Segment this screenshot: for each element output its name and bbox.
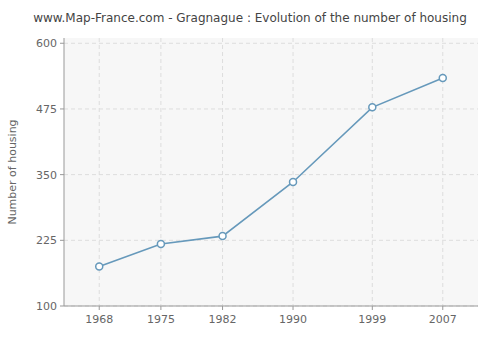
y-grid-line (64, 174, 478, 175)
x-tick-label: 1968 (85, 313, 113, 326)
x-tick-label: 2007 (429, 313, 457, 326)
x-axis-line (64, 306, 478, 307)
point (290, 178, 297, 185)
point (219, 233, 226, 240)
y-grid-line (64, 108, 478, 109)
x-tick (372, 306, 373, 310)
x-grid-line (372, 38, 373, 306)
y-tick-label: 225 (36, 234, 57, 247)
plot-area (64, 38, 478, 306)
x-grid-line (160, 38, 161, 306)
grid (64, 38, 478, 306)
y-tick-label: 600 (36, 37, 57, 50)
y-tick-label: 350 (36, 169, 57, 182)
axes: 100 225 350 475 600 1968 1975 1982 1990 1999 2007 (36, 37, 478, 326)
x-grid-line (293, 38, 294, 306)
point (369, 104, 376, 111)
x-tick-label: 1975 (147, 313, 175, 326)
y-axis-label: Number of housing (6, 119, 19, 224)
series (96, 74, 447, 270)
chart: 100 225 350 475 600 1968 1975 1982 1990 1999 2007 w… (0, 0, 500, 340)
point (96, 263, 103, 270)
y-grid-line (64, 306, 478, 307)
y-tick-label: 100 (36, 300, 57, 313)
x-tick (222, 306, 223, 310)
chart-container: 100 225 350 475 600 1968 1975 1982 1990 1999 2007 w… (0, 0, 500, 340)
x-grid-line (222, 38, 223, 306)
y-tick (60, 306, 64, 307)
x-tick-label: 1990 (279, 313, 307, 326)
y-tick (60, 240, 64, 241)
x-tick-label: 1999 (358, 313, 386, 326)
title: www.Map-France.com - Gragnague : Evoluti… (33, 11, 467, 25)
y-tick (60, 108, 64, 109)
x-tick (293, 306, 294, 310)
y-grid-line (64, 43, 478, 44)
y-tick (60, 174, 64, 175)
y-axis-line (64, 38, 65, 306)
x-tick (442, 306, 443, 310)
x-tick (99, 306, 100, 310)
y-tick-label: 475 (36, 103, 57, 116)
line (99, 78, 443, 267)
x-tick (160, 306, 161, 310)
x-tick-label: 1982 (209, 313, 237, 326)
point (157, 240, 164, 247)
y-grid-line (64, 240, 478, 241)
point (439, 74, 446, 81)
y-tick (60, 43, 64, 44)
